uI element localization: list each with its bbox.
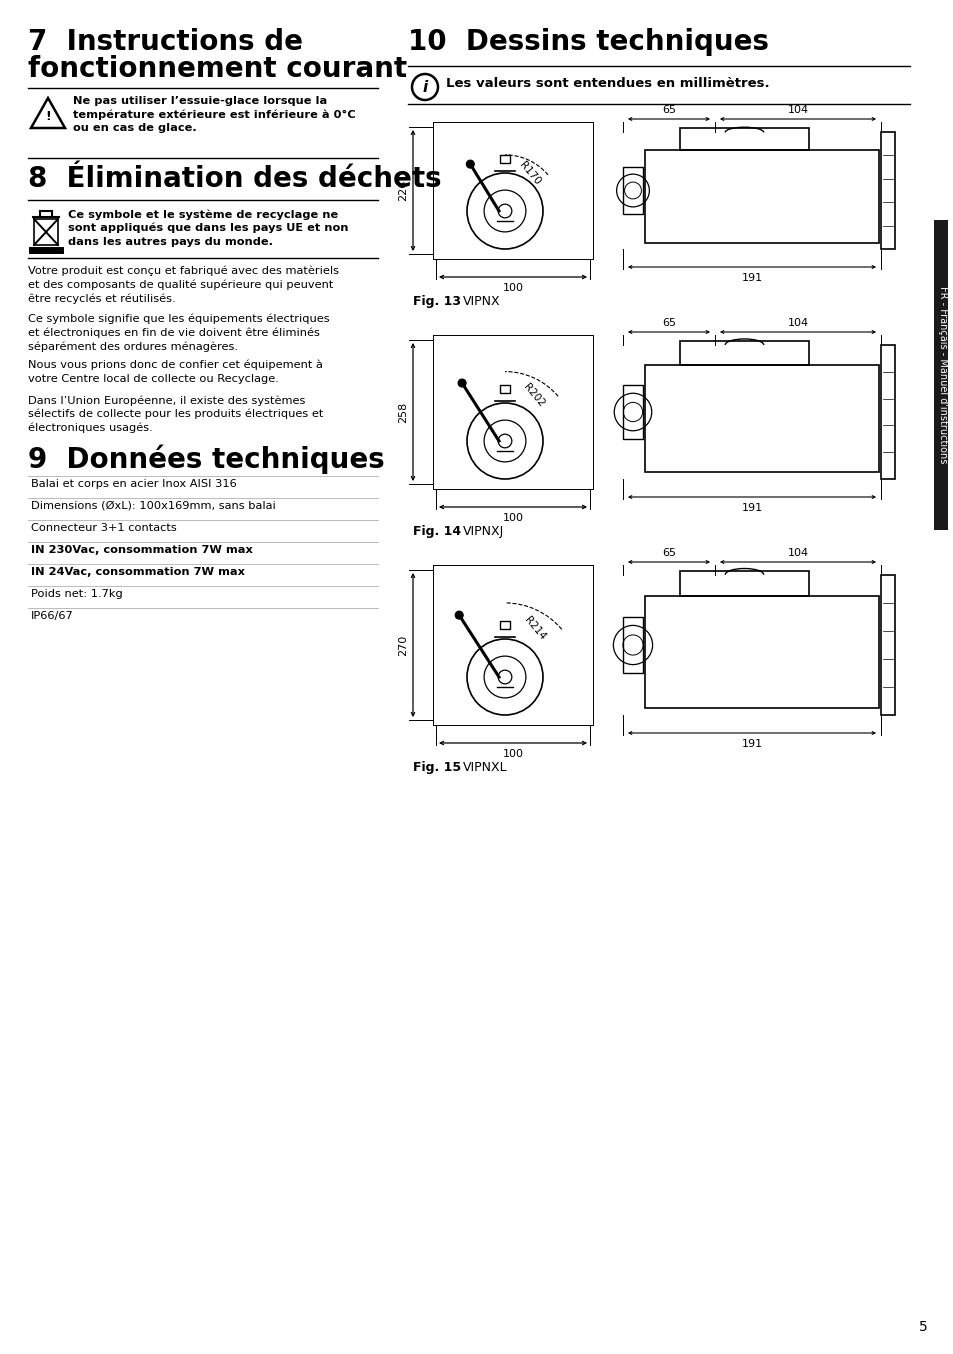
Text: R170: R170 xyxy=(517,160,542,187)
Text: Ne pas utiliser l’essuie-glace lorsque la
température extérieure est inférieure : Ne pas utiliser l’essuie-glace lorsque l… xyxy=(73,96,355,133)
Circle shape xyxy=(457,379,466,387)
Text: 5: 5 xyxy=(919,1320,927,1334)
Text: 191: 191 xyxy=(740,502,761,513)
Text: IN 24Vac, consommation 7W max: IN 24Vac, consommation 7W max xyxy=(30,567,245,577)
Text: VIPNXL: VIPNXL xyxy=(462,761,507,774)
Text: 8  Élimination des déchets: 8 Élimination des déchets xyxy=(28,165,441,194)
Bar xyxy=(34,219,58,245)
Text: Dimensions (ØxL): 100x169mm, sans balai: Dimensions (ØxL): 100x169mm, sans balai xyxy=(30,501,275,510)
Text: Ce symbole et le système de recyclage ne
sont appliqués que dans les pays UE et : Ce symbole et le système de recyclage ne… xyxy=(68,209,348,246)
Text: i: i xyxy=(422,80,427,95)
Text: FR - Français - Manuel d'instructions: FR - Français - Manuel d'instructions xyxy=(937,286,947,463)
Text: Fig. 14: Fig. 14 xyxy=(413,525,460,538)
Text: R202: R202 xyxy=(521,382,546,409)
Text: Nous vous prions donc de confier cet équipement à
votre Centre local de collecte: Nous vous prions donc de confier cet équ… xyxy=(28,360,322,383)
Bar xyxy=(679,341,808,366)
Text: 100: 100 xyxy=(502,283,523,292)
Text: Connecteur 3+1 contacts: Connecteur 3+1 contacts xyxy=(30,523,176,533)
Text: 258: 258 xyxy=(397,401,408,422)
Text: 104: 104 xyxy=(786,106,808,115)
Text: 9  Données techniques: 9 Données techniques xyxy=(28,444,384,474)
Bar xyxy=(679,571,808,596)
Text: 65: 65 xyxy=(661,318,676,328)
Circle shape xyxy=(466,160,474,168)
Bar xyxy=(644,149,878,244)
Bar xyxy=(644,366,878,473)
Text: Fig. 15: Fig. 15 xyxy=(413,761,460,774)
Text: VIPNX: VIPNX xyxy=(462,295,500,307)
Text: IN 230Vac, consommation 7W max: IN 230Vac, consommation 7W max xyxy=(30,546,253,555)
Bar xyxy=(880,131,894,249)
Bar xyxy=(933,219,947,529)
Text: Poids net: 1.7kg: Poids net: 1.7kg xyxy=(30,589,123,598)
Text: VIPNXJ: VIPNXJ xyxy=(462,525,504,538)
Text: 100: 100 xyxy=(502,749,523,760)
Text: R214: R214 xyxy=(522,615,547,642)
Bar xyxy=(622,385,642,439)
Text: 65: 65 xyxy=(661,548,676,558)
Text: 65: 65 xyxy=(661,106,676,115)
Text: fonctionnement courant: fonctionnement courant xyxy=(28,56,407,83)
Text: 7  Instructions de: 7 Instructions de xyxy=(28,28,303,56)
Text: 104: 104 xyxy=(786,548,808,558)
Text: Votre produit est conçu et fabriqué avec des matèriels
et des composants de qual: Votre produit est conçu et fabriqué avec… xyxy=(28,265,338,305)
Text: 191: 191 xyxy=(740,739,761,749)
Text: Les valeurs sont entendues en millimètres.: Les valeurs sont entendues en millimètre… xyxy=(446,77,769,89)
Text: 226: 226 xyxy=(397,179,408,200)
Text: 104: 104 xyxy=(786,318,808,328)
Bar xyxy=(499,385,510,393)
Bar xyxy=(679,129,808,149)
Circle shape xyxy=(455,611,463,619)
Text: IP66/67: IP66/67 xyxy=(30,611,73,621)
Bar xyxy=(880,575,894,715)
Text: 100: 100 xyxy=(502,513,523,523)
Text: 270: 270 xyxy=(397,635,408,655)
Bar xyxy=(644,596,878,708)
Text: Dans l’Union Européenne, il existe des systèmes
sélectifs de collecte pour les p: Dans l’Union Européenne, il existe des s… xyxy=(28,395,323,433)
Bar xyxy=(499,154,510,162)
Bar xyxy=(622,617,642,673)
Bar xyxy=(880,345,894,479)
Text: !: ! xyxy=(45,111,51,123)
Bar xyxy=(499,621,510,630)
Text: Balai et corps en acier Inox AISI 316: Balai et corps en acier Inox AISI 316 xyxy=(30,479,236,489)
Text: Ce symbole signifie que les équipements électriques
et électroniques en fin de v: Ce symbole signifie que les équipements … xyxy=(28,314,330,352)
Text: 10  Dessins techniques: 10 Dessins techniques xyxy=(408,28,768,56)
Text: 191: 191 xyxy=(740,274,761,283)
Bar xyxy=(622,167,642,214)
Text: Fig. 13: Fig. 13 xyxy=(413,295,460,307)
